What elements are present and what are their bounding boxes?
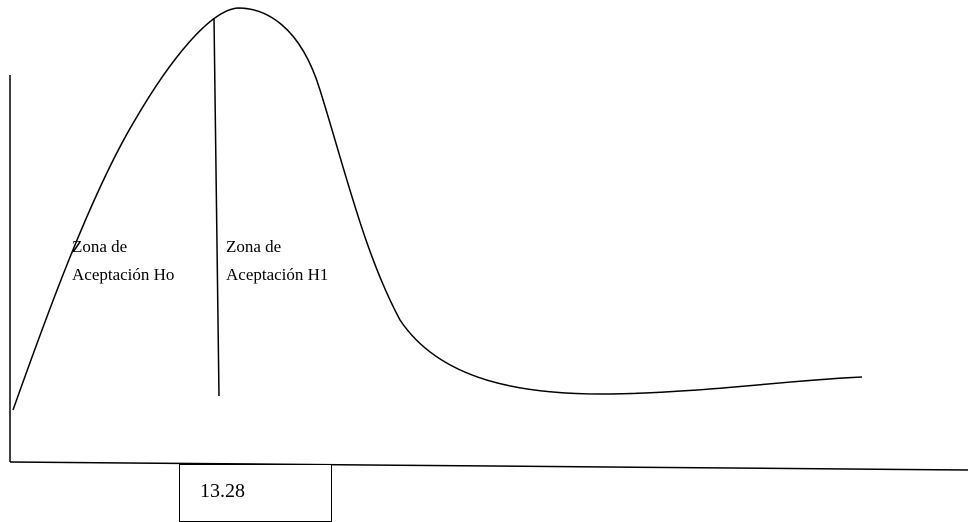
- distribution-curve: [12, 7, 863, 411]
- critical-value-line: [213, 17, 220, 397]
- zone-acceptance-h0-label: Zona de Aceptación Ho: [72, 233, 174, 289]
- zone-h1-line-1: Zona de: [226, 237, 282, 256]
- zone-h0-line-1: Zona de: [72, 237, 128, 256]
- zone-h0-line-2: Aceptación Ho: [72, 265, 175, 284]
- critical-value-box: [179, 464, 332, 522]
- critical-value-text: 13.28: [200, 480, 245, 502]
- zone-h1-line-2: Aceptación H1: [226, 265, 329, 284]
- zone-acceptance-h1-label: Zona de Aceptación H1: [226, 233, 328, 289]
- x-axis: [9, 461, 969, 471]
